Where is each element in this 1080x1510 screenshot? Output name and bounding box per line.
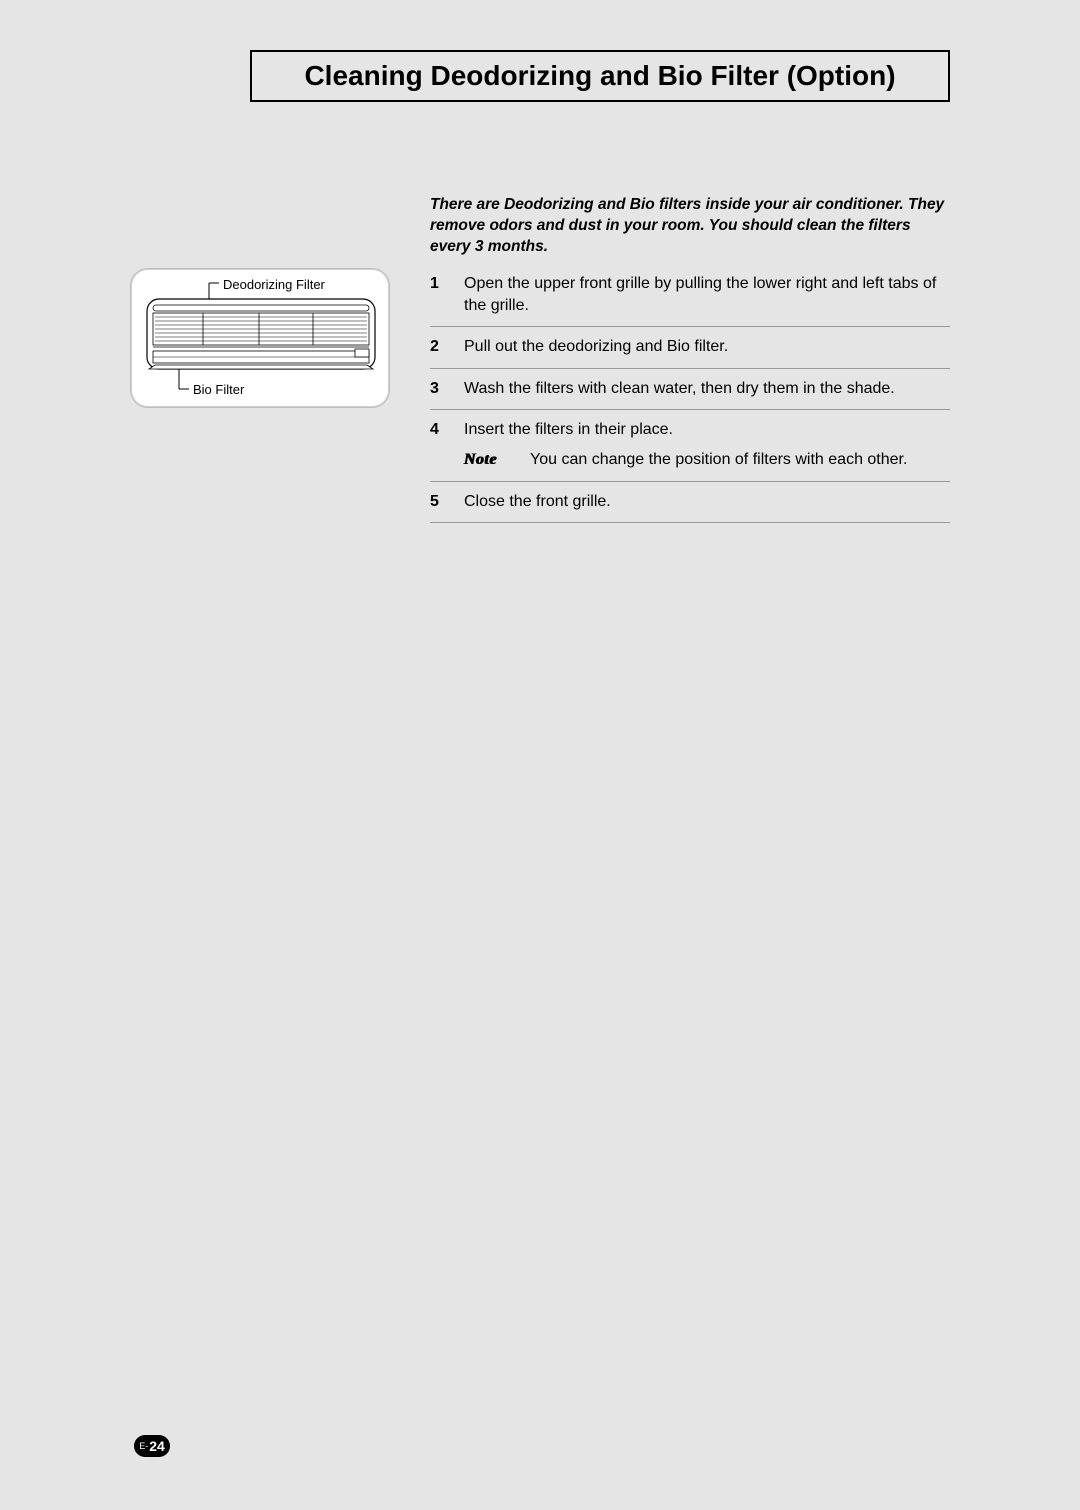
page-title: Cleaning Deodorizing and Bio Filter (Opt… <box>266 60 934 92</box>
step-number: 5 <box>430 491 464 513</box>
step-row: 3 Wash the filters with clean water, the… <box>430 369 950 411</box>
step-number: 3 <box>430 378 464 400</box>
page-number-prefix: E- <box>139 1441 148 1451</box>
step-text: Pull out the deodorizing and Bio filter. <box>464 336 950 358</box>
step-body: Insert the filters in their place. Note … <box>464 419 950 470</box>
step-row: 2 Pull out the deodorizing and Bio filte… <box>430 327 950 369</box>
note-text: You can change the position of filters w… <box>530 449 907 471</box>
step-row: 4 Insert the filters in their place. Not… <box>430 410 950 481</box>
step-number: 2 <box>430 336 464 358</box>
step-number: 1 <box>430 273 464 295</box>
intro-paragraph: There are Deodorizing and Bio filters in… <box>430 195 950 258</box>
step-text: Open the upper front grille by pulling t… <box>464 273 950 316</box>
step-number: 4 <box>430 419 464 441</box>
page-title-box: Cleaning Deodorizing and Bio Filter (Opt… <box>250 50 950 102</box>
step-row: 5 Close the front grille. <box>430 482 950 524</box>
step-text: Close the front grille. <box>464 491 950 513</box>
page-number-value: 24 <box>149 1438 165 1454</box>
step-row: 1 Open the upper front grille by pulling… <box>430 264 950 327</box>
ac-unit-icon <box>131 269 391 409</box>
step-text: Wash the filters with clean water, then … <box>464 378 950 400</box>
filter-diagram: Deodorizing Filter Bio Filter <box>130 268 390 408</box>
step-text: Insert the filters in their place. <box>464 419 950 441</box>
note-label: Note <box>464 449 530 471</box>
page-number-badge: E-24 <box>134 1435 170 1457</box>
steps-list: 1 Open the upper front grille by pulling… <box>430 264 950 523</box>
step-note: Note You can change the position of filt… <box>464 449 950 471</box>
manual-page: Cleaning Deodorizing and Bio Filter (Opt… <box>60 0 1020 1510</box>
